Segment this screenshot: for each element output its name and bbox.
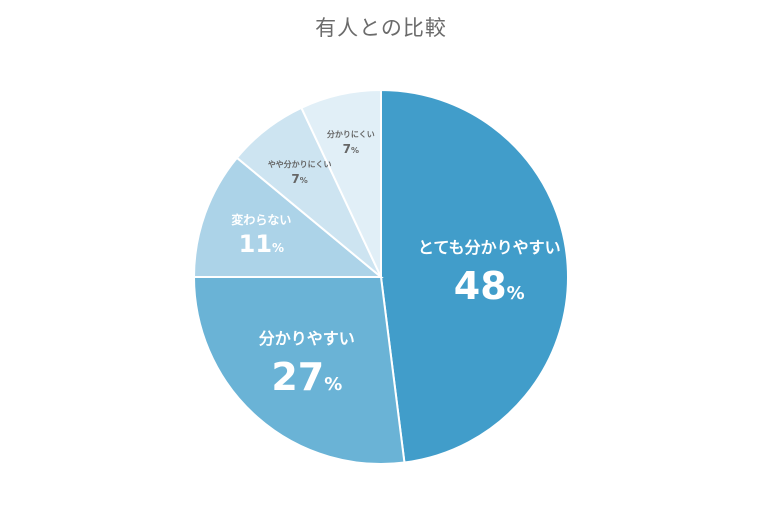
slice-2: [192, 276, 406, 465]
slice-value-2: 27%: [271, 355, 342, 399]
slice-label-4: やや分かりにくい: [268, 159, 332, 169]
slice-3: [192, 156, 384, 278]
slice-label-1: とても分かりやすい: [418, 238, 561, 257]
chart-title: 有人との比較: [315, 16, 447, 40]
slice-value-3: 11%: [239, 230, 284, 258]
slice-label-5: 分かりにくい: [327, 129, 375, 139]
slice-value-4: 7%: [291, 172, 307, 186]
slice-value-1: 48%: [454, 264, 525, 308]
slice-label-2: 分かりやすい: [259, 329, 355, 348]
slice-5: [300, 88, 382, 278]
slice-1: [380, 88, 569, 464]
slice-label-3: 変わらない: [231, 212, 291, 227]
slice-value-5: 7%: [343, 142, 359, 156]
